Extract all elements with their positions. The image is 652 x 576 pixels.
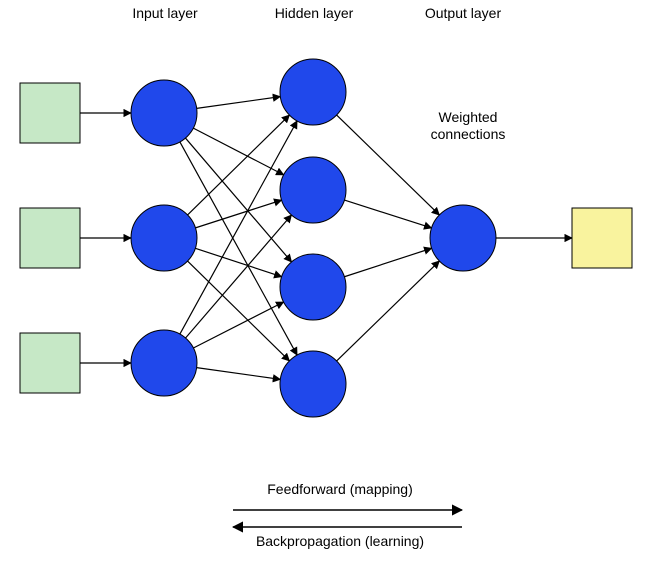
edge-hidden-out-2 xyxy=(344,200,431,228)
edge-in-hidden-7 xyxy=(195,248,281,276)
input-node-1 xyxy=(131,80,197,146)
label-output-layer: Output layer xyxy=(425,5,502,21)
input-node-2 xyxy=(131,205,197,271)
edge-hidden-out-3 xyxy=(344,248,431,277)
input-node-3 xyxy=(131,330,197,396)
hidden-node-3 xyxy=(280,254,346,320)
input-square-1 xyxy=(20,83,80,143)
edge-in-hidden-6 xyxy=(195,200,281,228)
label-input-layer: Input layer xyxy=(132,5,198,21)
hidden-node-4 xyxy=(280,351,346,417)
edge-hidden-out-1 xyxy=(337,115,440,215)
edge-in-hidden-2 xyxy=(193,128,283,175)
edge-hidden-out-4 xyxy=(337,261,440,361)
edge-in-hidden-3 xyxy=(185,138,291,262)
label-weighted2: connections xyxy=(431,126,506,142)
output-square xyxy=(572,208,632,268)
hidden-node-1 xyxy=(280,59,346,125)
neural-network-diagram: Input layer Hidden layer Output layer Weigh… xyxy=(0,0,652,576)
edge-in-hidden-12 xyxy=(197,368,281,380)
label-backprop: Backpropagation (learning) xyxy=(256,533,424,549)
label-hidden-layer: Hidden layer xyxy=(275,5,354,21)
edge-in-hidden-10 xyxy=(186,215,292,338)
hidden-node-2 xyxy=(280,157,346,223)
label-weighted1: Weighted xyxy=(439,109,498,125)
input-square-3 xyxy=(20,333,80,393)
input-square-2 xyxy=(20,208,80,268)
label-feedforward: Feedforward (mapping) xyxy=(267,481,413,497)
edge-in-hidden-1 xyxy=(197,97,281,109)
output-node xyxy=(430,205,496,271)
